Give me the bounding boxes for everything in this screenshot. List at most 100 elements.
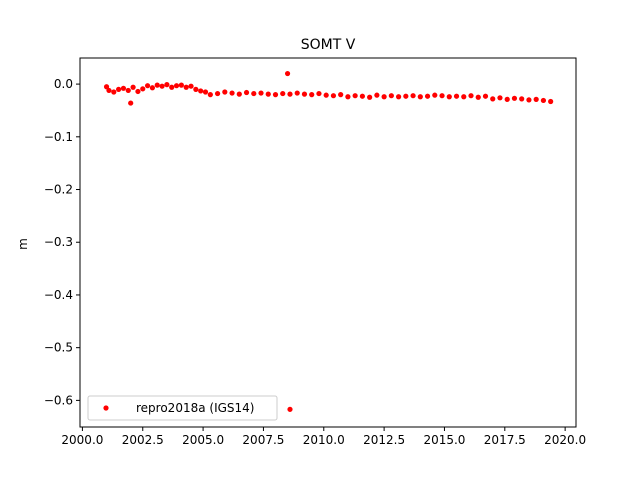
data-point xyxy=(424,93,431,99)
points-layer xyxy=(103,70,554,412)
data-point xyxy=(222,89,228,95)
data-point xyxy=(125,87,131,94)
data-point xyxy=(193,86,199,92)
data-point xyxy=(533,96,539,102)
data-point xyxy=(207,92,213,98)
data-point xyxy=(381,94,387,100)
data-point xyxy=(280,90,286,97)
data-point xyxy=(540,97,547,104)
x-tick-label: 2020.0 xyxy=(544,433,586,447)
x-tick-label: 2005.0 xyxy=(182,433,224,447)
data-point xyxy=(169,84,175,90)
data-point xyxy=(164,82,170,88)
data-point xyxy=(453,93,460,99)
data-point xyxy=(439,93,445,99)
data-point xyxy=(140,86,146,92)
data-point xyxy=(338,92,344,98)
data-point xyxy=(159,83,165,89)
x-tick-label: 2017.5 xyxy=(484,433,526,447)
data-point xyxy=(294,90,300,96)
data-point xyxy=(251,90,257,97)
data-point xyxy=(116,86,122,92)
data-point xyxy=(388,93,394,99)
data-point xyxy=(103,84,110,90)
legend-marker xyxy=(103,405,109,411)
x-tick-label: 2007.5 xyxy=(242,433,284,447)
x-tick-label: 2002.5 xyxy=(122,433,164,447)
data-point xyxy=(359,93,365,99)
data-point xyxy=(229,90,235,96)
data-point xyxy=(265,91,271,97)
legend: repro2018a (IGS14) xyxy=(87,395,278,421)
data-point xyxy=(403,93,409,99)
y-tick-label: −0.2 xyxy=(44,183,73,197)
y-tick-label: −0.1 xyxy=(44,130,73,144)
data-point xyxy=(396,94,402,100)
data-point xyxy=(272,92,279,98)
data-point xyxy=(135,88,141,95)
data-point xyxy=(352,93,358,99)
chart-title: SOMT V xyxy=(301,37,356,53)
data-point xyxy=(548,98,554,105)
data-point xyxy=(284,70,291,77)
data-point xyxy=(106,87,112,94)
data-point xyxy=(482,93,489,99)
data-point xyxy=(144,83,151,89)
y-tick-label: −0.4 xyxy=(44,288,73,302)
y-tick-label: 0.0 xyxy=(54,77,73,91)
data-point xyxy=(301,91,308,97)
data-point xyxy=(214,90,221,97)
data-point xyxy=(258,90,264,96)
data-point xyxy=(120,85,127,91)
data-point xyxy=(468,93,474,99)
x-tick-label: 2010.0 xyxy=(303,433,345,447)
x-tick-label: 2015.0 xyxy=(423,433,465,447)
x-tick-label: 2000.0 xyxy=(61,433,103,447)
data-point xyxy=(183,84,189,90)
data-point xyxy=(111,89,117,95)
y-tick-label: −0.6 xyxy=(44,393,73,407)
legend-frame xyxy=(87,395,278,421)
data-point xyxy=(497,95,503,101)
data-point xyxy=(504,96,510,102)
y-tick-label: −0.5 xyxy=(44,341,73,355)
data-point xyxy=(154,82,160,88)
data-point xyxy=(173,83,180,89)
legend-label: repro2018a (IGS14) xyxy=(136,401,254,415)
data-point xyxy=(149,85,156,91)
data-point xyxy=(316,90,322,97)
data-point xyxy=(128,100,134,106)
y-axis-label: m xyxy=(16,238,30,250)
data-point xyxy=(323,92,329,98)
data-point xyxy=(511,95,518,101)
data-point xyxy=(243,89,250,96)
data-point xyxy=(198,88,204,94)
y-tick-label: −0.3 xyxy=(44,235,73,249)
data-point xyxy=(526,97,532,103)
data-point xyxy=(287,91,293,97)
data-point xyxy=(330,93,337,99)
data-point xyxy=(490,96,496,102)
data-point xyxy=(446,94,452,100)
x-tick-label: 2012.5 xyxy=(363,433,405,447)
data-point xyxy=(188,83,194,89)
axes-layer: 2000.0 2002.5 2005.0 2007.5 2010.0 2012.5 2015… xyxy=(44,57,586,447)
data-point xyxy=(130,84,136,90)
data-point xyxy=(432,92,438,98)
data-point xyxy=(345,94,351,100)
plot-frame xyxy=(79,57,577,428)
data-point xyxy=(236,91,242,97)
data-point xyxy=(410,93,416,99)
data-point xyxy=(178,82,184,88)
data-point xyxy=(461,94,467,100)
data-point xyxy=(202,89,209,95)
data-point xyxy=(374,92,380,98)
data-point xyxy=(287,406,293,412)
data-point xyxy=(309,92,315,98)
data-point xyxy=(417,94,423,100)
data-point xyxy=(367,94,373,100)
data-point xyxy=(519,96,525,102)
data-point xyxy=(475,94,481,100)
